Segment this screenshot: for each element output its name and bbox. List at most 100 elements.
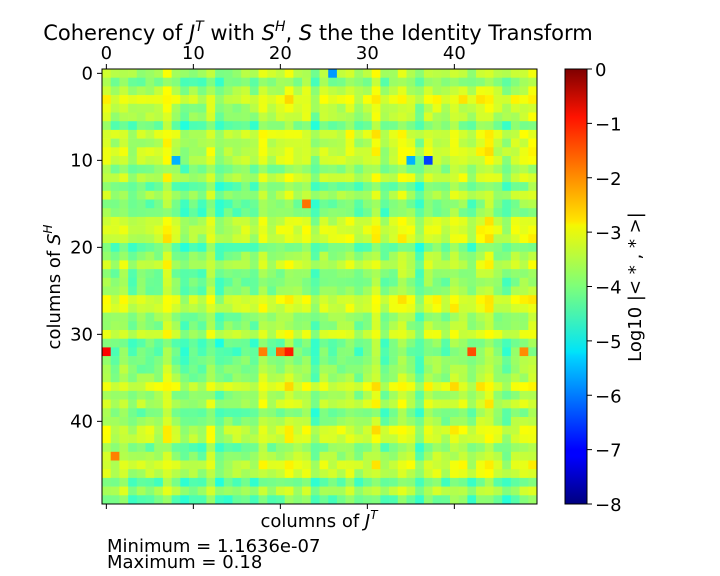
heatmap-cell bbox=[258, 260, 268, 270]
heatmap-cell bbox=[119, 199, 129, 209]
heatmap-cell bbox=[241, 373, 251, 383]
heatmap-cell bbox=[232, 477, 242, 487]
heatmap-cell bbox=[154, 121, 164, 131]
heatmap-cell bbox=[276, 460, 285, 470]
heatmap-cell bbox=[136, 460, 146, 470]
heatmap-cell bbox=[267, 286, 277, 296]
heatmap-cell bbox=[284, 495, 294, 505]
heatmap-cell bbox=[162, 399, 172, 409]
heatmap-cell bbox=[493, 225, 503, 235]
heatmap-cell bbox=[171, 269, 181, 279]
heatmap-cell bbox=[128, 303, 138, 313]
heatmap-cell bbox=[189, 303, 198, 313]
heatmap-cell bbox=[180, 321, 190, 331]
heatmap-cell bbox=[128, 312, 138, 322]
heatmap-cell bbox=[267, 260, 277, 270]
heatmap-cell bbox=[232, 69, 242, 78]
heatmap-cell bbox=[128, 251, 138, 261]
heatmap-cell bbox=[354, 486, 364, 496]
heatmap-cell bbox=[232, 164, 242, 174]
heatmap-cell bbox=[258, 486, 268, 496]
heatmap-cell bbox=[128, 286, 138, 296]
heatmap-cell bbox=[136, 129, 146, 139]
heatmap-cell bbox=[423, 173, 433, 183]
heatmap-cell bbox=[502, 469, 512, 479]
heatmap-cell bbox=[119, 234, 129, 244]
heatmap-cell bbox=[493, 295, 503, 305]
heatmap-cell bbox=[415, 286, 425, 296]
heatmap-cell bbox=[380, 486, 390, 496]
heatmap-cell bbox=[136, 173, 146, 183]
heatmap-cell bbox=[267, 373, 277, 383]
heatmap-cell bbox=[467, 208, 477, 218]
heatmap-cell bbox=[136, 121, 146, 131]
heatmap-cell bbox=[423, 338, 433, 348]
heatmap-grid bbox=[102, 69, 538, 505]
heatmap-cell bbox=[284, 434, 294, 444]
heatmap-cell bbox=[293, 460, 303, 470]
heatmap-cell bbox=[110, 390, 120, 400]
heatmap-cell bbox=[302, 208, 312, 218]
heatmap-cell bbox=[458, 443, 468, 453]
heatmap-cell bbox=[345, 356, 355, 366]
heatmap-cell bbox=[415, 425, 425, 435]
heatmap-cell bbox=[510, 208, 520, 218]
heatmap-cell bbox=[180, 147, 190, 157]
heatmap-cell bbox=[180, 286, 190, 296]
heatmap-cell bbox=[241, 356, 251, 366]
heatmap-cell bbox=[423, 95, 433, 105]
heatmap-cell bbox=[145, 347, 155, 357]
heatmap-cell bbox=[493, 129, 503, 139]
heatmap-cell bbox=[380, 164, 390, 174]
heatmap-cell bbox=[119, 451, 129, 461]
heatmap-cell bbox=[232, 312, 242, 322]
heatmap-cell bbox=[432, 356, 442, 366]
heatmap-cell bbox=[441, 486, 451, 496]
heatmap-cell bbox=[197, 95, 207, 105]
heatmap-cell bbox=[232, 173, 242, 183]
heatmap-cell bbox=[241, 103, 251, 113]
heatmap-cell bbox=[397, 382, 407, 392]
heatmap-cell bbox=[415, 390, 425, 400]
heatmap-cell bbox=[223, 69, 233, 78]
heatmap-cell bbox=[328, 373, 338, 383]
heatmap-cell bbox=[136, 347, 146, 357]
heatmap-cell bbox=[302, 182, 312, 192]
heatmap-cell bbox=[467, 425, 477, 435]
heatmap-cell bbox=[519, 382, 529, 392]
heatmap-cell bbox=[223, 269, 233, 279]
heatmap-cell bbox=[284, 129, 294, 139]
heatmap-cell bbox=[162, 434, 172, 444]
heatmap-cell bbox=[162, 477, 172, 487]
heatmap-cell bbox=[232, 373, 242, 383]
heatmap-cell bbox=[232, 295, 242, 305]
heatmap-cell bbox=[450, 373, 459, 383]
heatmap-cell bbox=[162, 408, 172, 418]
heatmap-cell bbox=[519, 477, 529, 487]
heatmap-cell bbox=[215, 338, 225, 348]
heatmap-cell bbox=[406, 269, 416, 279]
heatmap-cell bbox=[458, 121, 468, 131]
heatmap-cell bbox=[223, 338, 233, 348]
heatmap-cell bbox=[310, 138, 320, 148]
heatmap-cell bbox=[319, 321, 329, 331]
heatmap-cell bbox=[484, 129, 494, 139]
heatmap-cell bbox=[493, 390, 503, 400]
heatmap-cell bbox=[397, 312, 407, 322]
heatmap-cell bbox=[162, 303, 172, 313]
heatmap-cell bbox=[102, 199, 111, 209]
heatmap-cell bbox=[389, 286, 399, 296]
heatmap-cell bbox=[380, 477, 390, 487]
heatmap-cell bbox=[310, 121, 320, 131]
heatmap-cell bbox=[171, 338, 181, 348]
heatmap-cell bbox=[476, 477, 486, 487]
heatmap-cell bbox=[102, 338, 111, 348]
heatmap-cell bbox=[128, 356, 138, 366]
heatmap-cell bbox=[406, 129, 416, 139]
heatmap-cell bbox=[284, 216, 294, 226]
heatmap-cell bbox=[154, 356, 164, 366]
heatmap-cell bbox=[232, 469, 242, 479]
heatmap-cell bbox=[223, 364, 233, 374]
heatmap-cell bbox=[345, 486, 355, 496]
